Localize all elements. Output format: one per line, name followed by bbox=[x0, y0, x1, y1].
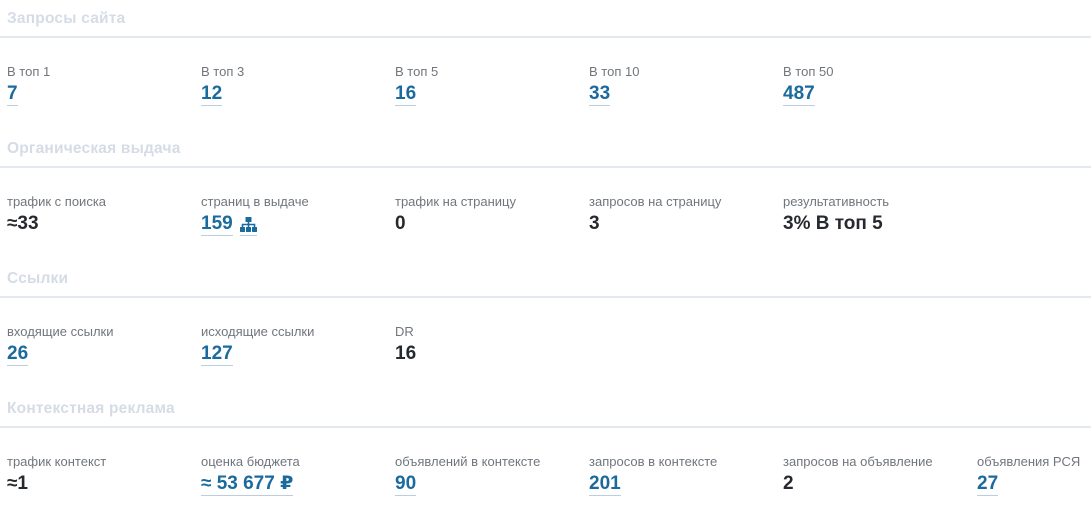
report-section: Запросы сайта В топ 1 7 В топ 3 12 В топ… bbox=[0, 0, 1091, 130]
metric-label: объявления РСЯ bbox=[977, 454, 1081, 469]
metric-value: 0 bbox=[395, 214, 589, 233]
metric-cell: В топ 3 12 bbox=[201, 65, 395, 106]
section-title: Контекстная реклама bbox=[7, 400, 175, 417]
metric-cell: трафик на страницу 0 bbox=[395, 195, 589, 236]
sitemap-icon[interactable] bbox=[239, 217, 257, 236]
metric-value-link[interactable]: 487 bbox=[783, 83, 815, 106]
metric-value: 27 bbox=[977, 474, 1091, 496]
metric-value: 3% В топ 5 bbox=[783, 214, 977, 233]
metric-label: В топ 1 bbox=[7, 64, 51, 79]
metric-value-link[interactable]: 159 bbox=[201, 213, 233, 236]
metric-value-link[interactable]: 33 bbox=[589, 83, 611, 106]
metric-value-link[interactable]: 127 bbox=[201, 343, 233, 366]
metric-label: страниц в выдаче bbox=[201, 194, 309, 209]
metric-label: трафик с поиска bbox=[7, 194, 107, 209]
metric-value-link[interactable]: 201 bbox=[589, 473, 621, 496]
metric-value-text: ≈33 bbox=[7, 213, 39, 234]
metric-value: ≈1 bbox=[7, 474, 201, 493]
metric-value: 26 bbox=[7, 344, 201, 366]
section-title: Запросы сайта bbox=[7, 10, 126, 27]
metric-label: DR bbox=[395, 324, 414, 339]
section-title: Органическая выдача bbox=[7, 140, 181, 157]
metric-value: 16 bbox=[395, 84, 589, 106]
metric-label: результативность bbox=[783, 194, 890, 209]
metrics-row: трафик с поиска ≈33 страниц в выдаче 159… bbox=[0, 195, 1091, 236]
section-divider bbox=[0, 36, 1091, 38]
section-title: Ссылки bbox=[7, 270, 69, 287]
metric-value: 487 bbox=[783, 84, 977, 106]
metric-label: оценка бюджета bbox=[201, 454, 300, 469]
metric-value: 7 bbox=[7, 84, 201, 106]
metric-label: трафик на страницу bbox=[395, 194, 516, 209]
metric-label: объявлений в контексте bbox=[395, 454, 541, 469]
metrics-row: В топ 1 7 В топ 3 12 В топ 5 16 В топ 10… bbox=[0, 65, 1091, 106]
metric-value: 3 bbox=[589, 214, 783, 233]
metric-cell: результативность 3% В топ 5 bbox=[783, 195, 977, 236]
metric-label: В топ 3 bbox=[201, 64, 245, 79]
metric-value: ≈ 53 677 ₽ bbox=[201, 474, 395, 496]
metric-label: запросов на объявление bbox=[783, 454, 933, 469]
metric-value: 33 bbox=[589, 84, 783, 106]
metric-value-link[interactable]: 90 bbox=[395, 473, 417, 496]
metric-cell: трафик контекст ≈1 bbox=[7, 455, 201, 496]
metric-label: В топ 5 bbox=[395, 64, 439, 79]
section-divider bbox=[0, 296, 1091, 298]
metric-cell: В топ 10 33 bbox=[589, 65, 783, 106]
metric-value-link[interactable]: 26 bbox=[7, 343, 29, 366]
metric-label: исходящие ссылки bbox=[201, 324, 315, 339]
metric-label: В топ 50 bbox=[783, 64, 834, 79]
metric-cell: входящие ссылки 26 bbox=[7, 325, 201, 366]
metric-value: 2 bbox=[783, 474, 977, 493]
metric-value-text: 3 bbox=[589, 213, 600, 234]
metric-value-text: 0 bbox=[395, 213, 406, 234]
metric-value-text: 3% В топ 5 bbox=[783, 213, 883, 234]
metric-value-text: 2 bbox=[783, 473, 794, 494]
metric-value: 90 bbox=[395, 474, 589, 496]
metric-cell: В топ 50 487 bbox=[783, 65, 977, 106]
metric-value-link[interactable]: 7 bbox=[7, 83, 18, 106]
metric-value: 201 bbox=[589, 474, 783, 496]
report-section: Контекстная реклама трафик контекст ≈1 о… bbox=[0, 390, 1091, 520]
section-divider bbox=[0, 426, 1091, 428]
metrics-row: трафик контекст ≈1 оценка бюджета ≈ 53 6… bbox=[0, 455, 1091, 496]
metric-cell: запросов в контексте 201 bbox=[589, 455, 783, 496]
metric-value: ≈33 bbox=[7, 214, 201, 233]
metric-cell: исходящие ссылки 127 bbox=[201, 325, 395, 366]
metric-value-link[interactable]: 12 bbox=[201, 83, 223, 106]
metric-cell: объявления РСЯ 27 bbox=[977, 455, 1091, 496]
metric-cell: В топ 1 7 bbox=[7, 65, 201, 106]
metric-cell: страниц в выдаче 159 bbox=[201, 195, 395, 236]
metric-value: 127 bbox=[201, 344, 395, 366]
metric-label: В топ 10 bbox=[589, 64, 640, 79]
metric-cell: запросов на страницу 3 bbox=[589, 195, 783, 236]
metric-value-text: ≈1 bbox=[7, 473, 28, 494]
report-section: Ссылки входящие ссылки 26 исходящие ссыл… bbox=[0, 260, 1091, 390]
metric-label: запросов на страницу bbox=[589, 194, 722, 209]
metric-cell: DR 16 bbox=[395, 325, 589, 366]
metric-value: 159 bbox=[201, 214, 395, 236]
metric-cell: оценка бюджета ≈ 53 677 ₽ bbox=[201, 455, 395, 496]
metric-value: 16 bbox=[395, 344, 589, 363]
report-section: Органическая выдача трафик с поиска ≈33 … bbox=[0, 130, 1091, 260]
metric-value-link[interactable]: ≈ 53 677 ₽ bbox=[201, 473, 294, 496]
metric-cell: запросов на объявление 2 bbox=[783, 455, 977, 496]
metric-value-text: 16 bbox=[395, 343, 417, 364]
metric-value: 12 bbox=[201, 84, 395, 106]
metric-label: запросов в контексте bbox=[589, 454, 718, 469]
metric-value-link[interactable]: 16 bbox=[395, 83, 417, 106]
metrics-row: входящие ссылки 26 исходящие ссылки 127 … bbox=[0, 325, 1091, 366]
section-divider bbox=[0, 166, 1091, 168]
metric-label: входящие ссылки bbox=[7, 324, 114, 339]
metric-cell: объявлений в контексте 90 bbox=[395, 455, 589, 496]
metric-label: трафик контекст bbox=[7, 454, 107, 469]
metric-cell: В топ 5 16 bbox=[395, 65, 589, 106]
metric-value-link[interactable]: 27 bbox=[977, 473, 999, 496]
metric-cell: трафик с поиска ≈33 bbox=[7, 195, 201, 236]
